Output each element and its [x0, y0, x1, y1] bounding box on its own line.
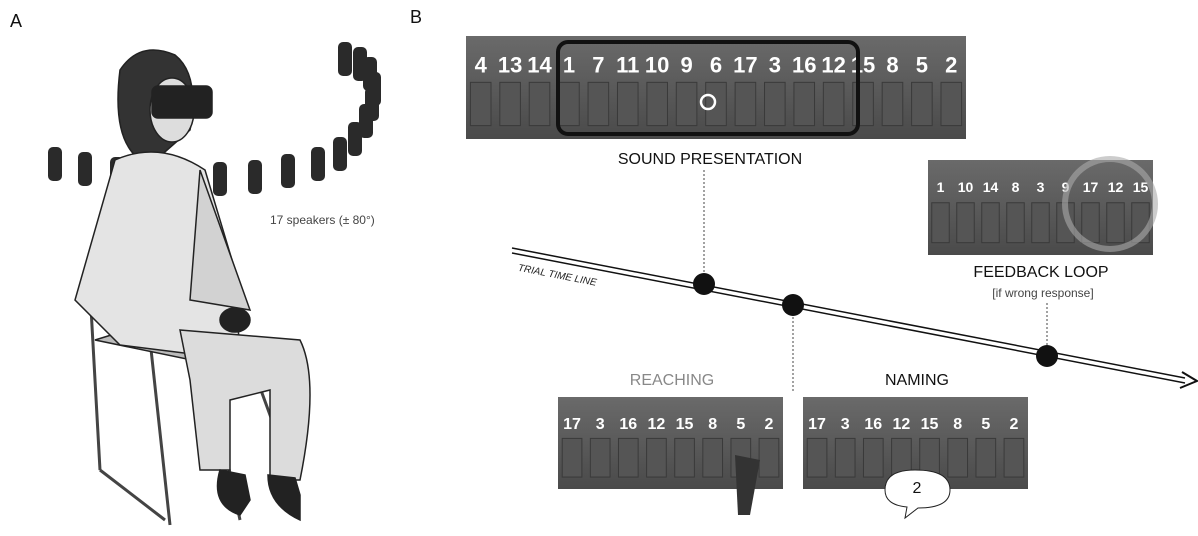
- virtual-speaker: [675, 438, 695, 477]
- virtual-speaker: [588, 82, 609, 125]
- virtual-speaker: [976, 438, 996, 477]
- spoken-response: 2: [913, 480, 922, 497]
- speaker-number: 12: [1108, 179, 1124, 195]
- speaker: [311, 147, 325, 181]
- virtual-speaker: [932, 203, 950, 243]
- phase-title: NAMING: [885, 372, 949, 389]
- virtual-speaker: [617, 82, 638, 125]
- virtual-speaker: [765, 82, 786, 125]
- virtual-speaker: [1032, 203, 1050, 243]
- speaker: [338, 42, 352, 76]
- speaker-number: 2: [945, 53, 957, 78]
- phase-title: REACHING: [630, 372, 714, 389]
- virtual-speaker: [559, 82, 580, 125]
- speaker: [353, 47, 367, 81]
- speaker-number: 3: [596, 416, 605, 433]
- phase-title: SOUND PRESENTATION: [618, 151, 802, 168]
- speaker: [48, 147, 62, 181]
- speaker-number: 7: [592, 53, 604, 78]
- speaker-number: 16: [619, 416, 637, 433]
- speaker-number: 8: [886, 53, 898, 78]
- speaker-number: 1: [937, 179, 945, 195]
- speaker-number: 3: [1037, 179, 1045, 195]
- speaker-number: 15: [676, 416, 694, 433]
- phase-title: FEEDBACK LOOP: [973, 264, 1108, 281]
- speaker-number: 13: [498, 53, 522, 78]
- speaker-number: 17: [1083, 179, 1099, 195]
- virtual-speaker: [1107, 203, 1125, 243]
- speaker-number: 15: [851, 53, 875, 78]
- virtual-speaker: [500, 82, 521, 125]
- speaker-number: 5: [916, 53, 928, 78]
- virtual-speaker: [735, 82, 756, 125]
- speaker-array: [48, 42, 381, 196]
- speaker-number: 17: [733, 53, 757, 78]
- virtual-speaker: [912, 82, 933, 125]
- virtual-speaker: [562, 438, 582, 477]
- virtual-speaker: [882, 82, 903, 125]
- speaker-caption: 17 speakers (± 80°): [270, 213, 375, 227]
- virtual-speaker: [618, 438, 638, 477]
- speaker: [78, 152, 92, 186]
- virtual-speaker: [863, 438, 883, 477]
- speaker-number: 8: [1012, 179, 1020, 195]
- virtual-speaker: [794, 82, 815, 125]
- speaker: [248, 160, 262, 194]
- speaker-number: 16: [792, 53, 816, 78]
- panel-letter: B: [410, 7, 422, 27]
- virtual-speaker: [470, 82, 491, 125]
- speaker-number: 5: [981, 416, 990, 433]
- virtual-speaker: [759, 438, 779, 477]
- speaker-number: 10: [645, 53, 669, 78]
- speaker-number: 3: [769, 53, 781, 78]
- virtual-speaker: [948, 438, 968, 477]
- virtual-speaker: [982, 203, 1000, 243]
- virtual-speaker: [853, 82, 874, 125]
- speaker-number: 17: [808, 416, 826, 433]
- speaker-number: 14: [527, 53, 552, 78]
- speaker: [333, 137, 347, 171]
- speaker-number: 12: [893, 416, 911, 433]
- speaker-number: 17: [563, 416, 581, 433]
- virtual-speaker: [703, 438, 723, 477]
- speaker-number: 11: [616, 53, 639, 78]
- speaker: [213, 162, 227, 196]
- virtual-speaker: [1007, 203, 1025, 243]
- virtual-speaker: [647, 82, 668, 125]
- virtual-speaker: [941, 82, 962, 125]
- virtual-speaker: [529, 82, 550, 125]
- figure: A 17 speakers (± 80°) B 4131417111096173…: [0, 0, 1198, 536]
- virtual-speaker: [807, 438, 827, 477]
- virtual-speaker: [1082, 203, 1100, 243]
- virtual-speaker: [647, 438, 667, 477]
- speaker-number: 16: [864, 416, 882, 433]
- virtual-speaker: [957, 203, 975, 243]
- speaker: [281, 154, 295, 188]
- speaker-number: 8: [953, 416, 962, 433]
- virtual-speaker: [676, 82, 697, 125]
- speaker-number: 15: [921, 416, 939, 433]
- speaker-number: 5: [736, 416, 745, 433]
- phase-note: [if wrong response]: [992, 286, 1093, 300]
- speaker-number: 8: [708, 416, 717, 433]
- seated-person: [75, 50, 310, 525]
- virtual-speaker: [590, 438, 610, 477]
- speaker-number: 12: [821, 53, 845, 78]
- virtual-speaker: [835, 438, 855, 477]
- speaker-number: 9: [680, 53, 692, 78]
- speaker-number: 2: [764, 416, 773, 433]
- virtual-speaker: [1004, 438, 1024, 477]
- speaker-number: 4: [475, 53, 488, 78]
- virtual-speaker: [823, 82, 844, 125]
- speaker-number: 14: [983, 179, 999, 195]
- speaker-number: 10: [958, 179, 974, 195]
- speaker-number: 1: [563, 53, 575, 78]
- speaker-number: 3: [841, 416, 850, 433]
- speaker-number: 2: [1009, 416, 1018, 433]
- speaker-number: 12: [648, 416, 666, 433]
- panel-letter: A: [10, 11, 22, 31]
- speaker-number: 6: [710, 53, 722, 78]
